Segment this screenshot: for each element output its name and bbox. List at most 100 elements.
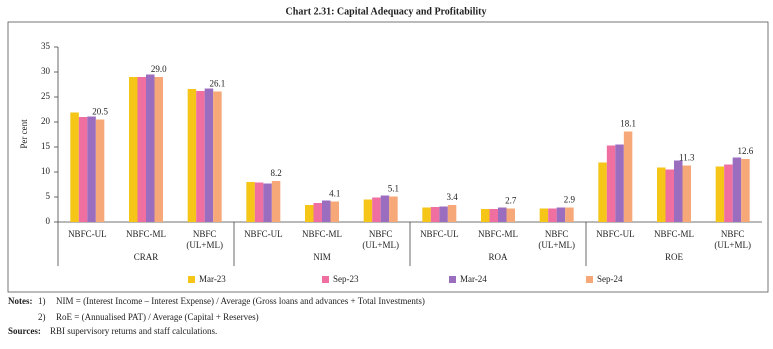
bar [196, 91, 205, 222]
legend-label: Mar-24 [460, 274, 487, 284]
note-text: RoE = (Annualised PAT) / Average (Capita… [56, 312, 259, 322]
y-tick-label: 0 [46, 216, 51, 226]
value-label: 2.7 [505, 196, 517, 206]
bar [715, 166, 725, 222]
x-tick-label: NBFC-UL [596, 229, 635, 239]
bar [389, 196, 398, 222]
bar [506, 208, 515, 222]
bar [615, 144, 624, 222]
value-label: 8.2 [270, 168, 281, 178]
bar [87, 116, 96, 222]
legend-swatch [188, 276, 195, 283]
bar [422, 207, 431, 222]
bar [489, 209, 498, 222]
note-number: 1) [38, 296, 46, 306]
x-tick-label: NBFC-ML [478, 229, 518, 239]
bar [246, 182, 255, 222]
bar [70, 112, 79, 222]
y-tick-label: 15 [41, 141, 51, 151]
bar [322, 200, 331, 222]
y-tick-label: 30 [41, 66, 51, 76]
bar [380, 195, 390, 222]
bar [674, 160, 683, 222]
value-label: 29.0 [151, 64, 167, 74]
y-tick-label: 35 [41, 41, 51, 51]
x-tick-label: NBFC-ML [302, 229, 342, 239]
bar [665, 169, 674, 222]
bar [129, 77, 138, 222]
chart-title: Chart 2.31: Capital Adequacy and Profita… [286, 6, 487, 17]
bar [187, 89, 197, 222]
y-tick-label: 5 [46, 191, 51, 201]
note-number: 2) [38, 312, 46, 322]
y-tick-label: 20 [41, 116, 51, 126]
bar [741, 159, 750, 222]
bar [439, 206, 448, 222]
value-label: 18.1 [620, 119, 636, 129]
bar [154, 77, 163, 222]
x-tick-label: NBFC (UL+ML) [186, 229, 223, 250]
group-label: ROA [488, 252, 508, 262]
value-label: 20.5 [92, 107, 108, 117]
x-tick-label: NBFC (UL+ML) [538, 229, 575, 250]
bar [363, 199, 373, 222]
bar [78, 117, 88, 222]
bar [548, 208, 557, 222]
x-tick-label: NBFC-UL [68, 229, 107, 239]
group-label: ROE [665, 252, 684, 262]
bar [447, 205, 457, 222]
bar [598, 162, 607, 222]
bar [430, 207, 440, 222]
bar [539, 208, 549, 222]
note-text: NIM = (Interest Income – Interest Expens… [56, 296, 425, 306]
bar [313, 203, 322, 222]
x-tick-label: NBFC-UL [244, 229, 283, 239]
legend-swatch [586, 276, 593, 283]
bar [732, 157, 742, 222]
bar [372, 197, 381, 222]
bar [330, 201, 339, 222]
legend-label: Sep-24 [597, 274, 623, 284]
value-label: 4.1 [329, 189, 340, 199]
bar [481, 209, 490, 222]
bar [657, 167, 666, 222]
bar [263, 183, 272, 222]
bar [305, 205, 314, 222]
bar [724, 164, 733, 222]
bar [498, 207, 507, 222]
legend-swatch [322, 276, 329, 283]
source-label: Sources: [8, 326, 41, 336]
chart-frame [7, 21, 769, 293]
bar [146, 74, 155, 222]
group-label: CRAR [134, 252, 159, 262]
y-tick-label: 10 [41, 166, 51, 176]
bar [204, 88, 214, 222]
bar [95, 119, 105, 222]
x-tick-label: NBFC-ML [126, 229, 166, 239]
bar [565, 207, 574, 222]
bar [556, 207, 566, 222]
bar [271, 181, 281, 222]
bar [606, 145, 616, 222]
x-tick-label: NBFC (UL+ML) [362, 229, 399, 250]
notes-label: Notes: [8, 296, 33, 306]
value-label: 2.9 [564, 195, 576, 205]
legend-label: Mar-23 [199, 274, 226, 284]
bar [623, 131, 633, 222]
group-label: NIM [313, 252, 331, 262]
value-label: 11.3 [679, 153, 695, 163]
y-tick-label: 25 [41, 91, 51, 101]
x-tick-label: NBFC (UL+ML) [714, 229, 751, 250]
y-axis-label: Per cent [19, 119, 29, 149]
value-label: 12.6 [738, 146, 754, 156]
legend-swatch [449, 276, 456, 283]
value-label: 5.1 [388, 184, 399, 194]
x-tick-label: NBFC-ML [654, 229, 694, 239]
legend-label: Sep-23 [333, 274, 359, 284]
value-label: 26.1 [210, 79, 226, 89]
bar [213, 91, 222, 222]
value-label: 3.4 [446, 192, 458, 202]
x-tick-label: NBFC-UL [420, 229, 459, 239]
